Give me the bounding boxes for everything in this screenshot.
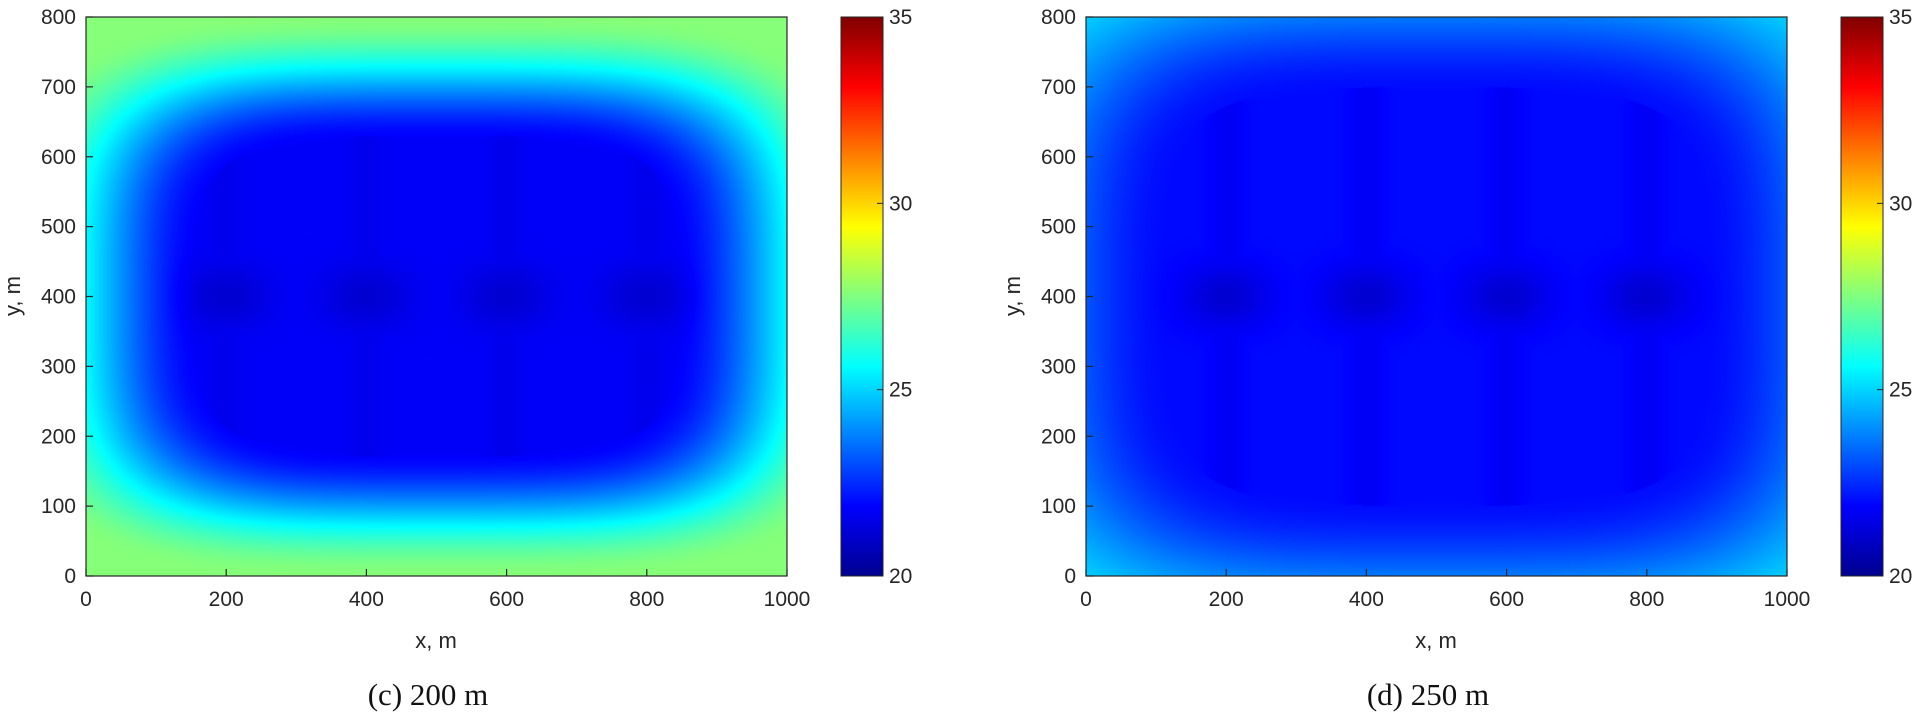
colorbar-tick-label: 30 — [889, 192, 912, 215]
y-tick-label: 600 — [1041, 146, 1076, 169]
x-tick-label: 200 — [1209, 588, 1244, 611]
y-tick-label: 500 — [41, 216, 76, 239]
y-axis-ticks: 0 100 200 300 400 500 600 700 800 — [1041, 6, 1093, 588]
y-tick-label: 100 — [1041, 495, 1076, 518]
y-tick-label: 300 — [41, 355, 76, 378]
x-axis-label: x, m — [1415, 628, 1457, 653]
y-tick-label: 800 — [1041, 6, 1076, 29]
y-tick-label: 0 — [64, 565, 76, 588]
heatmap-canvas — [1086, 17, 1787, 576]
x-tick-label: 1000 — [764, 588, 811, 611]
x-tick-label: 600 — [489, 588, 524, 611]
y-tick-label: 700 — [1041, 76, 1076, 99]
y-tick-label: 400 — [1041, 286, 1076, 309]
y-tick-label: 200 — [41, 425, 76, 448]
colorbar-tick-label: 25 — [889, 379, 912, 402]
y-tick-label: 300 — [1041, 355, 1076, 378]
x-tick-label: 800 — [1629, 588, 1664, 611]
colorbar-tick-label: 35 — [889, 6, 912, 29]
x-tick-label: 400 — [349, 588, 384, 611]
y-axis-label: y, m — [1000, 276, 1025, 316]
x-tick-label: 0 — [1080, 588, 1092, 611]
y-axis-ticks: 0 100 200 300 400 500 600 700 800 — [41, 6, 93, 588]
colorbar-tick-label: 25 — [1889, 379, 1912, 402]
colorbar-ticks: 20 25 30 35 — [1877, 6, 1912, 588]
x-tick-label: 200 — [209, 588, 244, 611]
x-tick-label: 1000 — [1764, 588, 1811, 611]
y-tick-label: 0 — [1064, 565, 1076, 588]
heatmap-panel-c: 0 200 400 600 800 1000 0 100 200 300 400 500 600 700… — [0, 6, 912, 712]
colorbar-tick-label: 20 — [889, 565, 912, 588]
x-axis-ticks: 0 200 400 600 800 1000 — [1080, 569, 1810, 611]
y-tick-label: 400 — [41, 286, 76, 309]
figure-caption: (d) 250 m — [1367, 677, 1489, 712]
y-tick-label: 100 — [41, 495, 76, 518]
x-tick-label: 600 — [1489, 588, 1524, 611]
heatmap-panel-d: 0 200 400 600 800 1000 0 100 200 300 400 500 600 700… — [1000, 6, 1912, 712]
x-axis-ticks: 0 200 400 600 800 1000 — [80, 569, 810, 611]
figure-caption: (c) 200 m — [368, 677, 489, 712]
y-tick-label: 700 — [41, 76, 76, 99]
colorbar-tick-label: 20 — [1889, 565, 1912, 588]
y-tick-label: 200 — [1041, 425, 1076, 448]
x-tick-label: 0 — [80, 588, 92, 611]
colorbar-ticks: 20 25 30 35 — [877, 6, 912, 588]
x-tick-label: 800 — [629, 588, 664, 611]
heatmap-canvas — [86, 17, 787, 576]
y-tick-label: 500 — [1041, 216, 1076, 239]
y-axis-label: y, m — [0, 276, 25, 316]
y-tick-label: 600 — [41, 146, 76, 169]
colorbar — [1840, 16, 1884, 577]
colorbar-tick-label: 35 — [1889, 6, 1912, 29]
colorbar — [840, 16, 884, 577]
colorbar-tick-label: 30 — [1889, 192, 1912, 215]
y-tick-label: 800 — [41, 6, 76, 29]
x-axis-label: x, m — [415, 628, 457, 653]
x-tick-label: 400 — [1349, 588, 1384, 611]
